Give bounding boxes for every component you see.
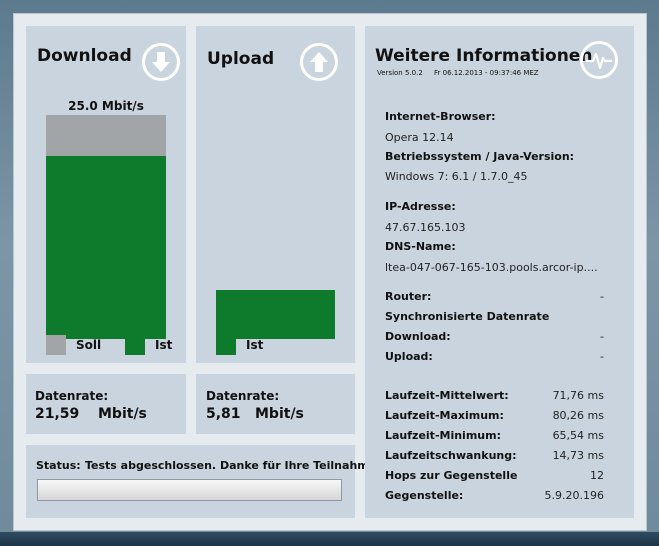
metric-label: Gegenstelle:: [385, 489, 464, 502]
os-label: Betriebssystem / Java-Version:: [385, 150, 575, 163]
metric-label: Laufzeit-Maximum:: [385, 409, 504, 422]
status-progress-bar: [37, 479, 342, 501]
sync-download-label: Download:: [385, 330, 451, 343]
browser-label: Internet-Browser:: [385, 110, 496, 123]
metric-label: Laufzeit-Mittelwert:: [385, 389, 509, 402]
metric-value: 14,73 ms: [552, 449, 604, 462]
upload-datarate-value: 5,81: [206, 406, 241, 422]
status-text: Tests abgeschlossen. Danke für Ihre Teil…: [85, 459, 382, 472]
metric-value: 71,76 ms: [552, 389, 604, 402]
dns-label: DNS-Name:: [385, 240, 456, 253]
upload-legend-ist-swatch: [216, 335, 236, 355]
upload-datarate-label: Datenrate:: [206, 389, 280, 403]
upload-panel: Upload Ist: [196, 26, 355, 363]
download-datarate-panel: Datenrate: 21,59 Mbit/s: [26, 374, 186, 434]
metric-label: Laufzeit-Minimum:: [385, 429, 501, 442]
info-datetime: Fr 06.12.2013 - 09:37:46 MEZ: [434, 69, 539, 77]
ip-value: 47.67.165.103: [385, 221, 466, 234]
router-value: -: [600, 290, 604, 303]
upload-ist-bar: [216, 290, 335, 339]
legend-ist-label: Ist: [155, 338, 173, 352]
upload-datarate-unit: Mbit/s: [255, 406, 304, 422]
status-progress-fill: [38, 480, 341, 500]
download-panel: Download 25.0 Mbit/s Soll Ist: [26, 26, 186, 363]
os-value: Windows 7: 6.1 / 1.7.0_45: [385, 170, 528, 183]
info-title: Weitere Informationen: [375, 46, 593, 66]
metric-value: 65,54 ms: [552, 429, 604, 442]
download-ist-bar: [46, 156, 166, 339]
status-label: Status:: [36, 459, 81, 472]
legend-soll-label: Soll: [76, 338, 102, 352]
metric-label: Laufzeitschwankung:: [385, 449, 517, 462]
metric-value: 12: [590, 469, 604, 482]
download-datarate-value: 21,59: [35, 406, 80, 422]
info-version: Version 5.0.2: [377, 69, 423, 77]
metric-value: 5.9.20.196: [544, 489, 604, 502]
metric-value: 80,26 ms: [552, 409, 604, 422]
sync-download-value: -: [600, 330, 604, 343]
download-datarate-unit: Mbit/s: [98, 406, 147, 422]
sync-upload-value: -: [600, 350, 604, 363]
legend-ist-swatch: [125, 335, 145, 355]
sync-label: Synchronisierte Datenrate: [385, 310, 550, 323]
router-label: Router:: [385, 290, 432, 303]
pulse-icon: [580, 41, 618, 79]
legend-soll-swatch: [46, 335, 66, 355]
ip-label: IP-Adresse:: [385, 200, 456, 213]
upload-legend-ist-label: Ist: [246, 338, 264, 352]
browser-value: Opera 12.14: [385, 131, 454, 144]
speedtest-frame: Download 25.0 Mbit/s Soll Ist Upload Ist…: [13, 13, 647, 531]
status-panel: Status: Tests abgeschlossen. Danke für I…: [26, 445, 381, 518]
download-arrow-icon: [142, 43, 180, 81]
window-bottom-strip: [0, 532, 659, 546]
upload-datarate-panel: Datenrate: 5,81 Mbit/s: [196, 374, 355, 434]
download-max-label: 25.0 Mbit/s: [68, 99, 144, 113]
upload-arrow-icon: [300, 43, 338, 81]
sync-upload-label: Upload:: [385, 350, 433, 363]
download-datarate-label: Datenrate:: [35, 389, 109, 403]
download-title: Download: [37, 46, 132, 66]
dns-value: ltea-047-067-165-103.pools.arcor-ip....: [385, 261, 598, 274]
upload-title: Upload: [207, 49, 275, 69]
metric-label: Hops zur Gegenstelle: [385, 469, 518, 482]
info-panel: Weitere Informationen Version 5.0.2 Fr 0…: [365, 26, 634, 518]
